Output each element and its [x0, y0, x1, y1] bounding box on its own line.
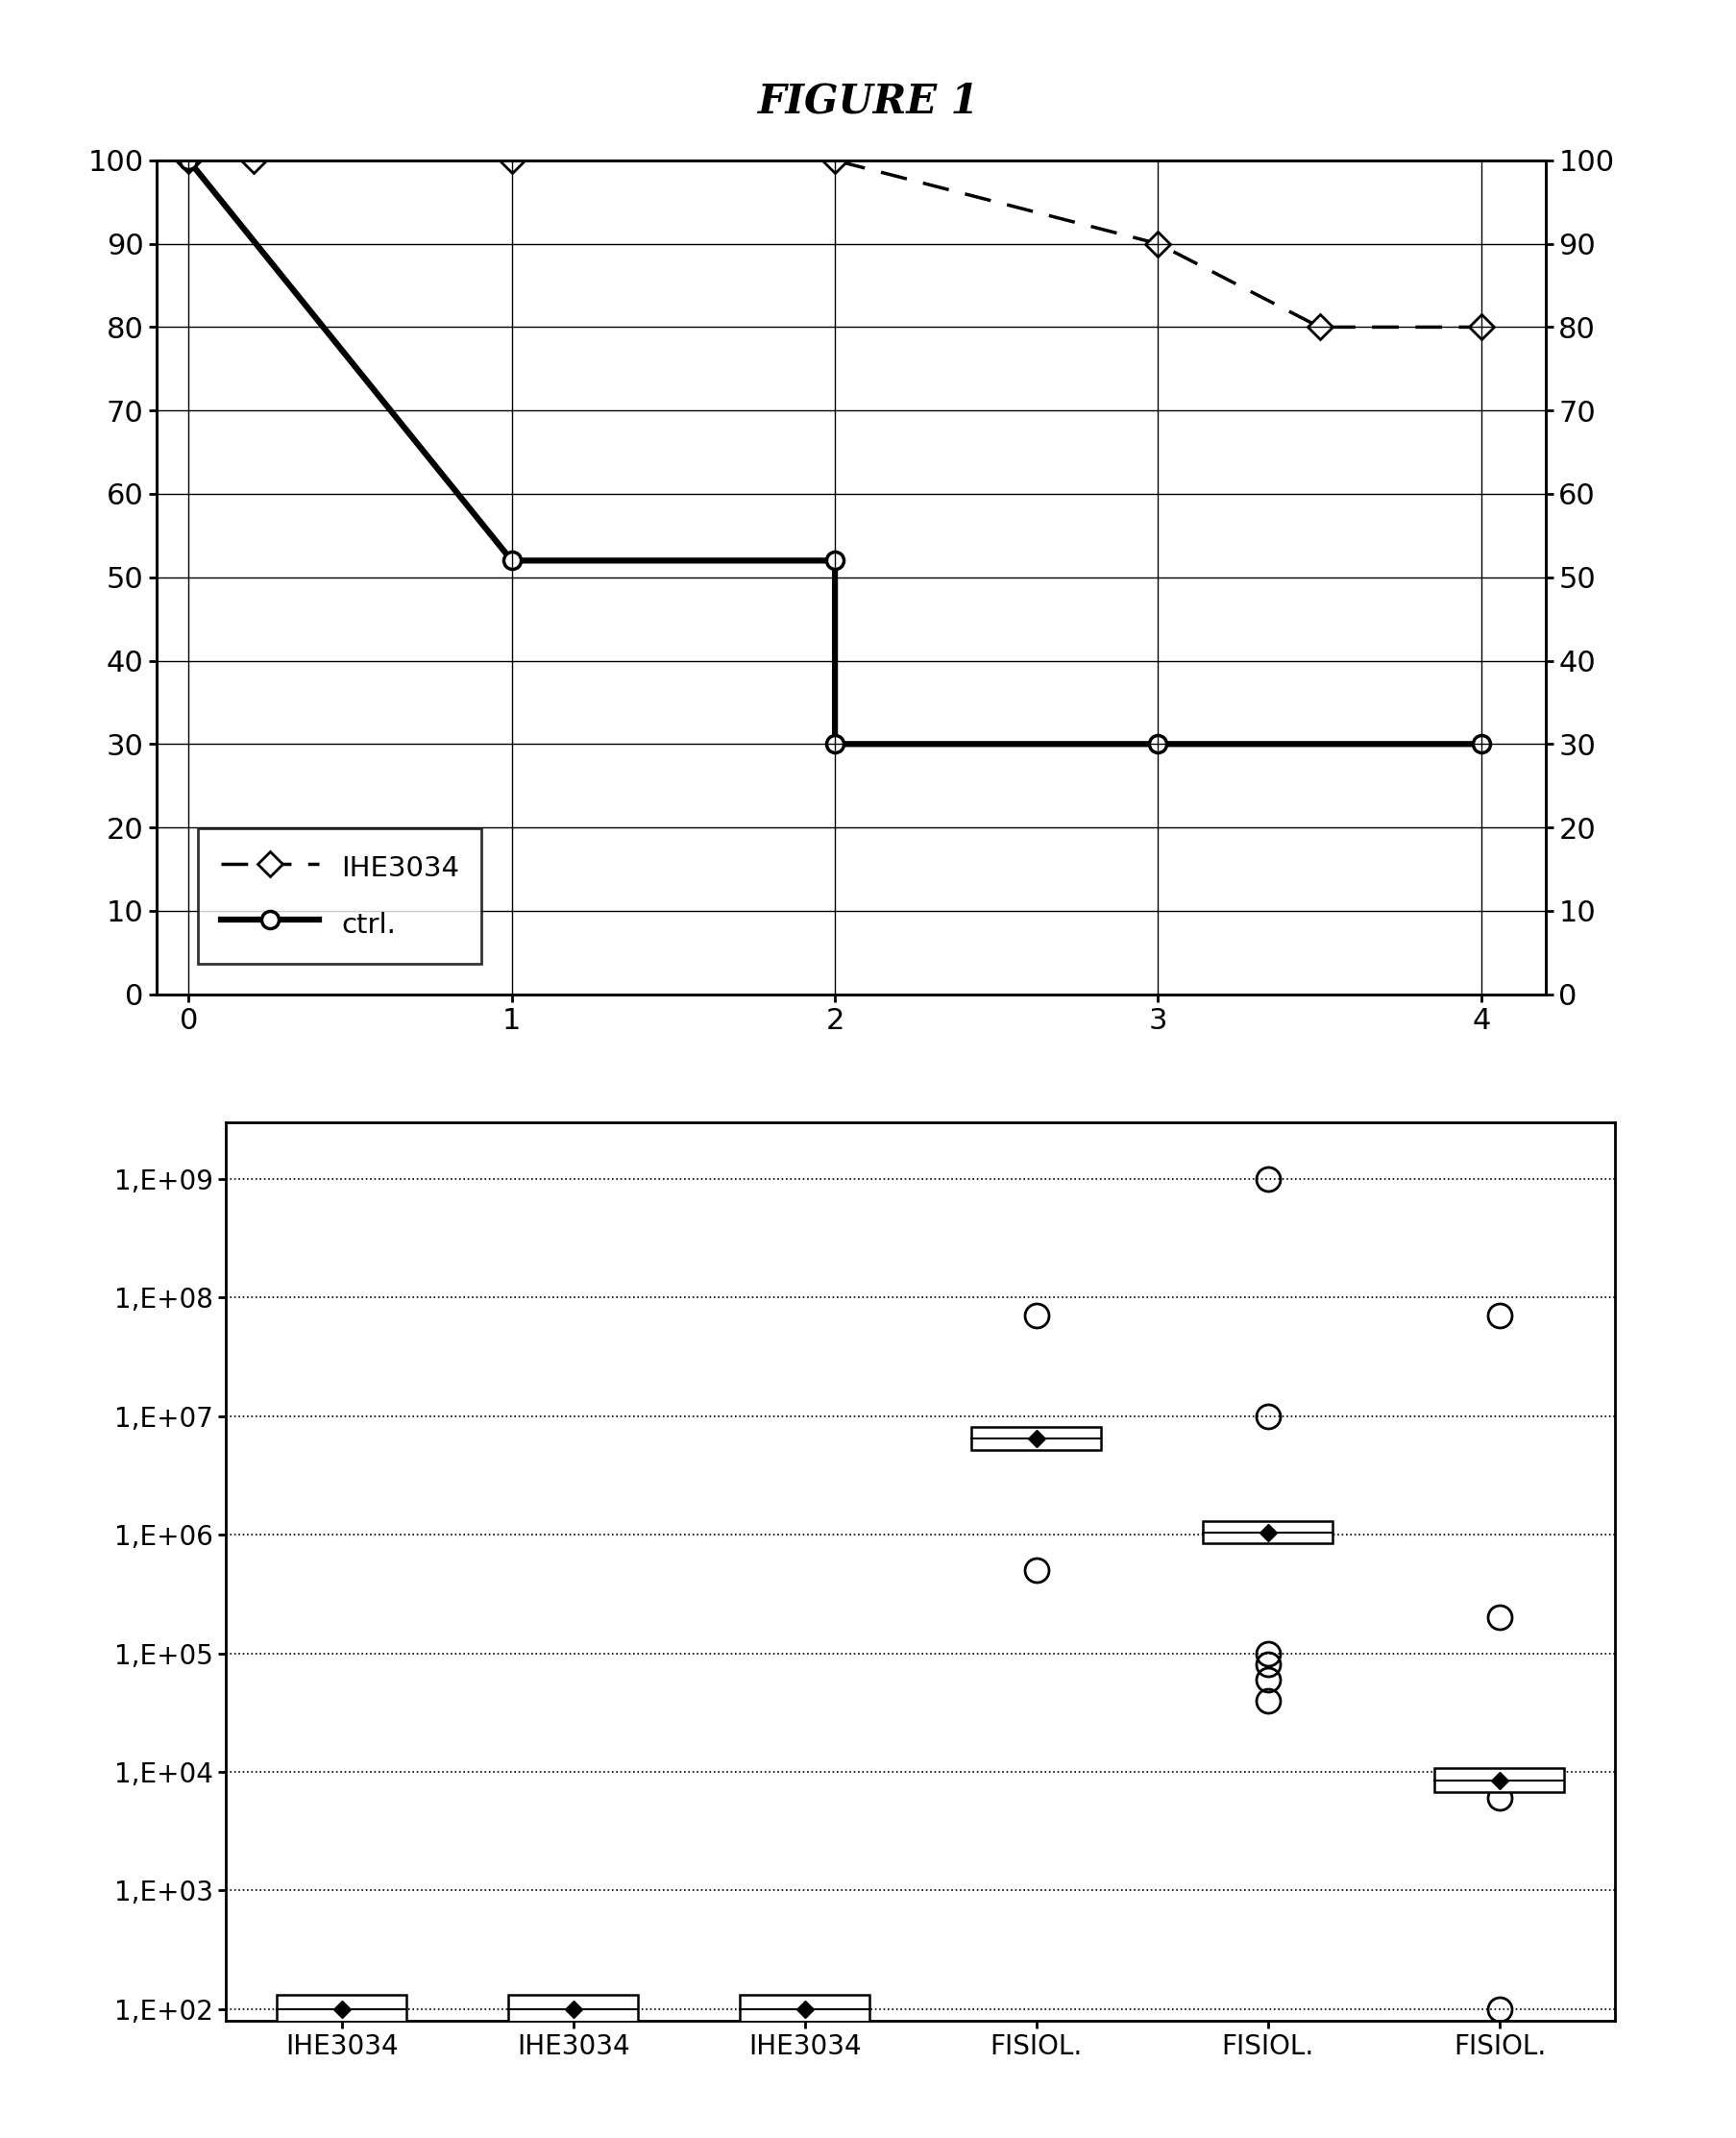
- ctrl.: [1470, 731, 1491, 757]
- FancyBboxPatch shape: [509, 1995, 637, 2023]
- IHE3034: [502, 148, 523, 173]
- Text: FIGURE 1: FIGURE 1: [757, 81, 979, 122]
- IHE3034: [1470, 314, 1491, 340]
- ctrl.: [179, 148, 200, 173]
- ctrl.: [825, 731, 845, 757]
- ctrl.: [1147, 731, 1168, 757]
- ctrl.: [502, 547, 523, 573]
- FancyBboxPatch shape: [276, 1995, 406, 2023]
- FancyBboxPatch shape: [1203, 1522, 1332, 1544]
- Line: IHE3034: IHE3034: [181, 152, 1489, 336]
- IHE3034: [825, 148, 845, 173]
- IHE3034: [243, 148, 264, 173]
- ctrl.: [825, 547, 845, 573]
- IHE3034: [1147, 231, 1168, 257]
- IHE3034: [1309, 314, 1330, 340]
- FancyBboxPatch shape: [740, 1995, 870, 2023]
- FancyBboxPatch shape: [1434, 1768, 1564, 1792]
- Line: ctrl.: ctrl.: [181, 152, 1489, 753]
- IHE3034: [179, 148, 200, 173]
- Legend: IHE3034, ctrl.: IHE3034, ctrl.: [198, 827, 481, 964]
- FancyBboxPatch shape: [970, 1426, 1101, 1450]
